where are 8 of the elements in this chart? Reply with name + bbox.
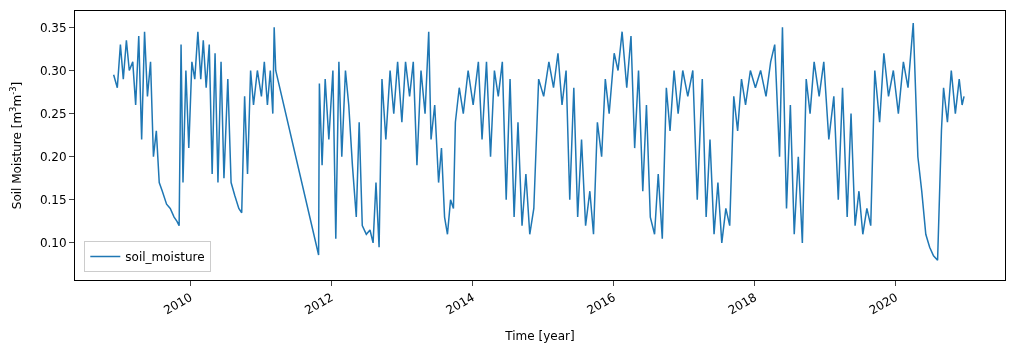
y-tick-label: 0.20: [39, 149, 67, 164]
legend-label: soil_moisture: [125, 250, 205, 265]
y-tick-label: 0.10: [39, 236, 67, 251]
y-tick-label: 0.25: [39, 106, 67, 121]
y-tick-label: 0.15: [39, 193, 67, 208]
y-tick-label: 0.35: [39, 20, 67, 35]
y-tick-label: 0.30: [39, 63, 67, 78]
x-axis-title: Time [year]: [504, 329, 575, 344]
